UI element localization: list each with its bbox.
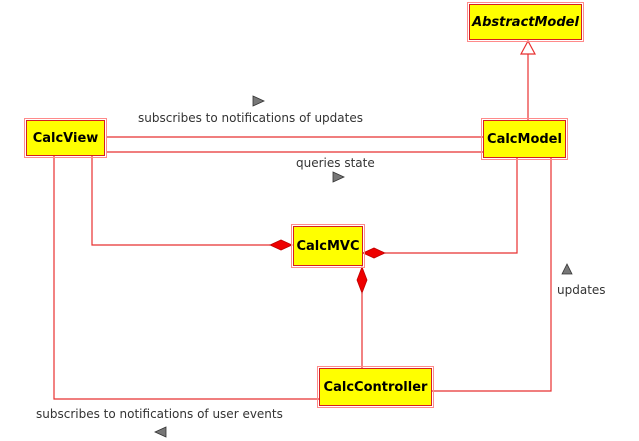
view-controller-line (53, 156, 319, 400)
label-queries-state: queries state (296, 156, 375, 170)
class-abstract-model[interactable]: AbstractModel (467, 2, 584, 42)
arrow-right-icon (332, 171, 345, 183)
composition-diamond-controller (356, 265, 368, 295)
model-mvc-line (385, 158, 518, 254)
class-calc-view[interactable]: CalcView (24, 118, 107, 158)
class-calc-controller[interactable]: CalcController (317, 366, 434, 408)
controller-model-line (432, 158, 552, 392)
label-subscribes-updates: subscribes to notifications of updates (138, 111, 363, 125)
arrow-up-icon (561, 263, 573, 275)
composition-diamond-view (269, 239, 293, 251)
class-calc-mvc[interactable]: CalcMVC (291, 224, 365, 268)
arrow-left-icon (154, 426, 167, 438)
class-calc-model[interactable]: CalcModel (481, 118, 568, 160)
arrow-right-icon (252, 95, 265, 107)
composition-diamond-model (362, 247, 386, 259)
generalization-arrowhead (519, 39, 537, 55)
label-subscribes-user-events: subscribes to notifications of user even… (36, 407, 283, 421)
view-mvc-line (91, 156, 270, 246)
label-updates: updates (557, 283, 606, 297)
